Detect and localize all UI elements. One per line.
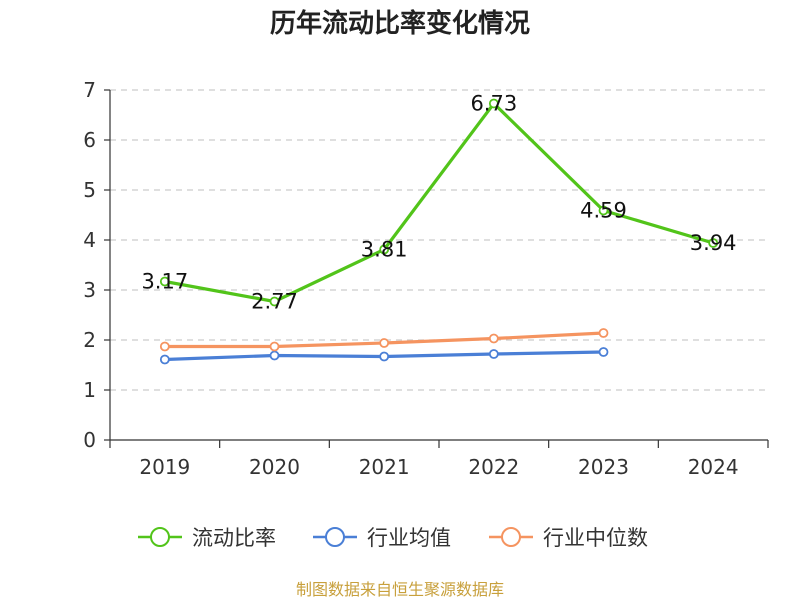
legend-label: 行业均值 [367,526,451,550]
data-point [488,349,499,359]
source-note: 制图数据来自恒生聚源数据库 [296,580,504,599]
legend-label: 行业中位数 [543,526,648,550]
legend-item[interactable]: 流动比率 [138,526,276,550]
data-point [488,333,499,344]
chart-title: 历年流动比率变化情况 [270,8,530,39]
data-point [379,244,390,255]
data-point [269,296,280,307]
data-label: 6.73 [470,92,517,116]
y-tick-label: 1 [83,378,96,402]
data-point [269,350,280,361]
data-point [488,98,499,109]
x-tick-label: 2019 [139,455,190,479]
series-line [164,101,714,304]
x-tick-label: 2022 [468,455,519,479]
x-tick-label: 2020 [249,455,300,479]
data-point [159,354,170,365]
x-tick-label: 2023 [578,455,629,479]
data-point [159,276,170,287]
axes: 0 1 2 3 4 5 6 7 2019 2020 2021 2022 2023 2024 [83,78,769,479]
y-tick-label: 7 [83,78,96,102]
data-label: 3.94 [690,231,737,255]
y-tick-label: 5 [83,178,96,202]
data-label: 2.77 [251,290,298,314]
x-tick-label: 2024 [688,455,739,479]
data-point [708,238,719,248]
y-tick-label: 2 [83,328,96,352]
series-group: 3.17 2.77 3.81 6.73 4.59 3.94 [141,92,737,365]
legend-swatch-marker [501,527,521,547]
data-point [269,341,280,352]
data-point [598,347,609,357]
legend-item[interactable]: 行业均值 [313,526,451,550]
y-tick-label: 0 [83,428,96,452]
data-label: 4.59 [580,199,627,223]
data-point [159,341,170,352]
legend-swatch-marker [325,527,345,547]
data-label: 3.17 [141,270,188,294]
legend-swatch-marker [150,527,170,547]
y-tick-label: 6 [83,128,96,152]
y-tick-label: 4 [83,228,96,252]
data-point [379,338,390,348]
y-tick-label: 3 [83,278,96,302]
data-point [598,205,609,216]
data-point [379,351,390,362]
legend-label: 流动比率 [192,526,276,550]
data-point [598,328,609,338]
legend-item[interactable]: 行业中位数 [489,526,648,550]
data-label: 3.81 [361,238,408,262]
x-tick-label: 2021 [359,455,410,479]
legend: 流动比率 行业均值 行业中位数 [138,526,648,550]
